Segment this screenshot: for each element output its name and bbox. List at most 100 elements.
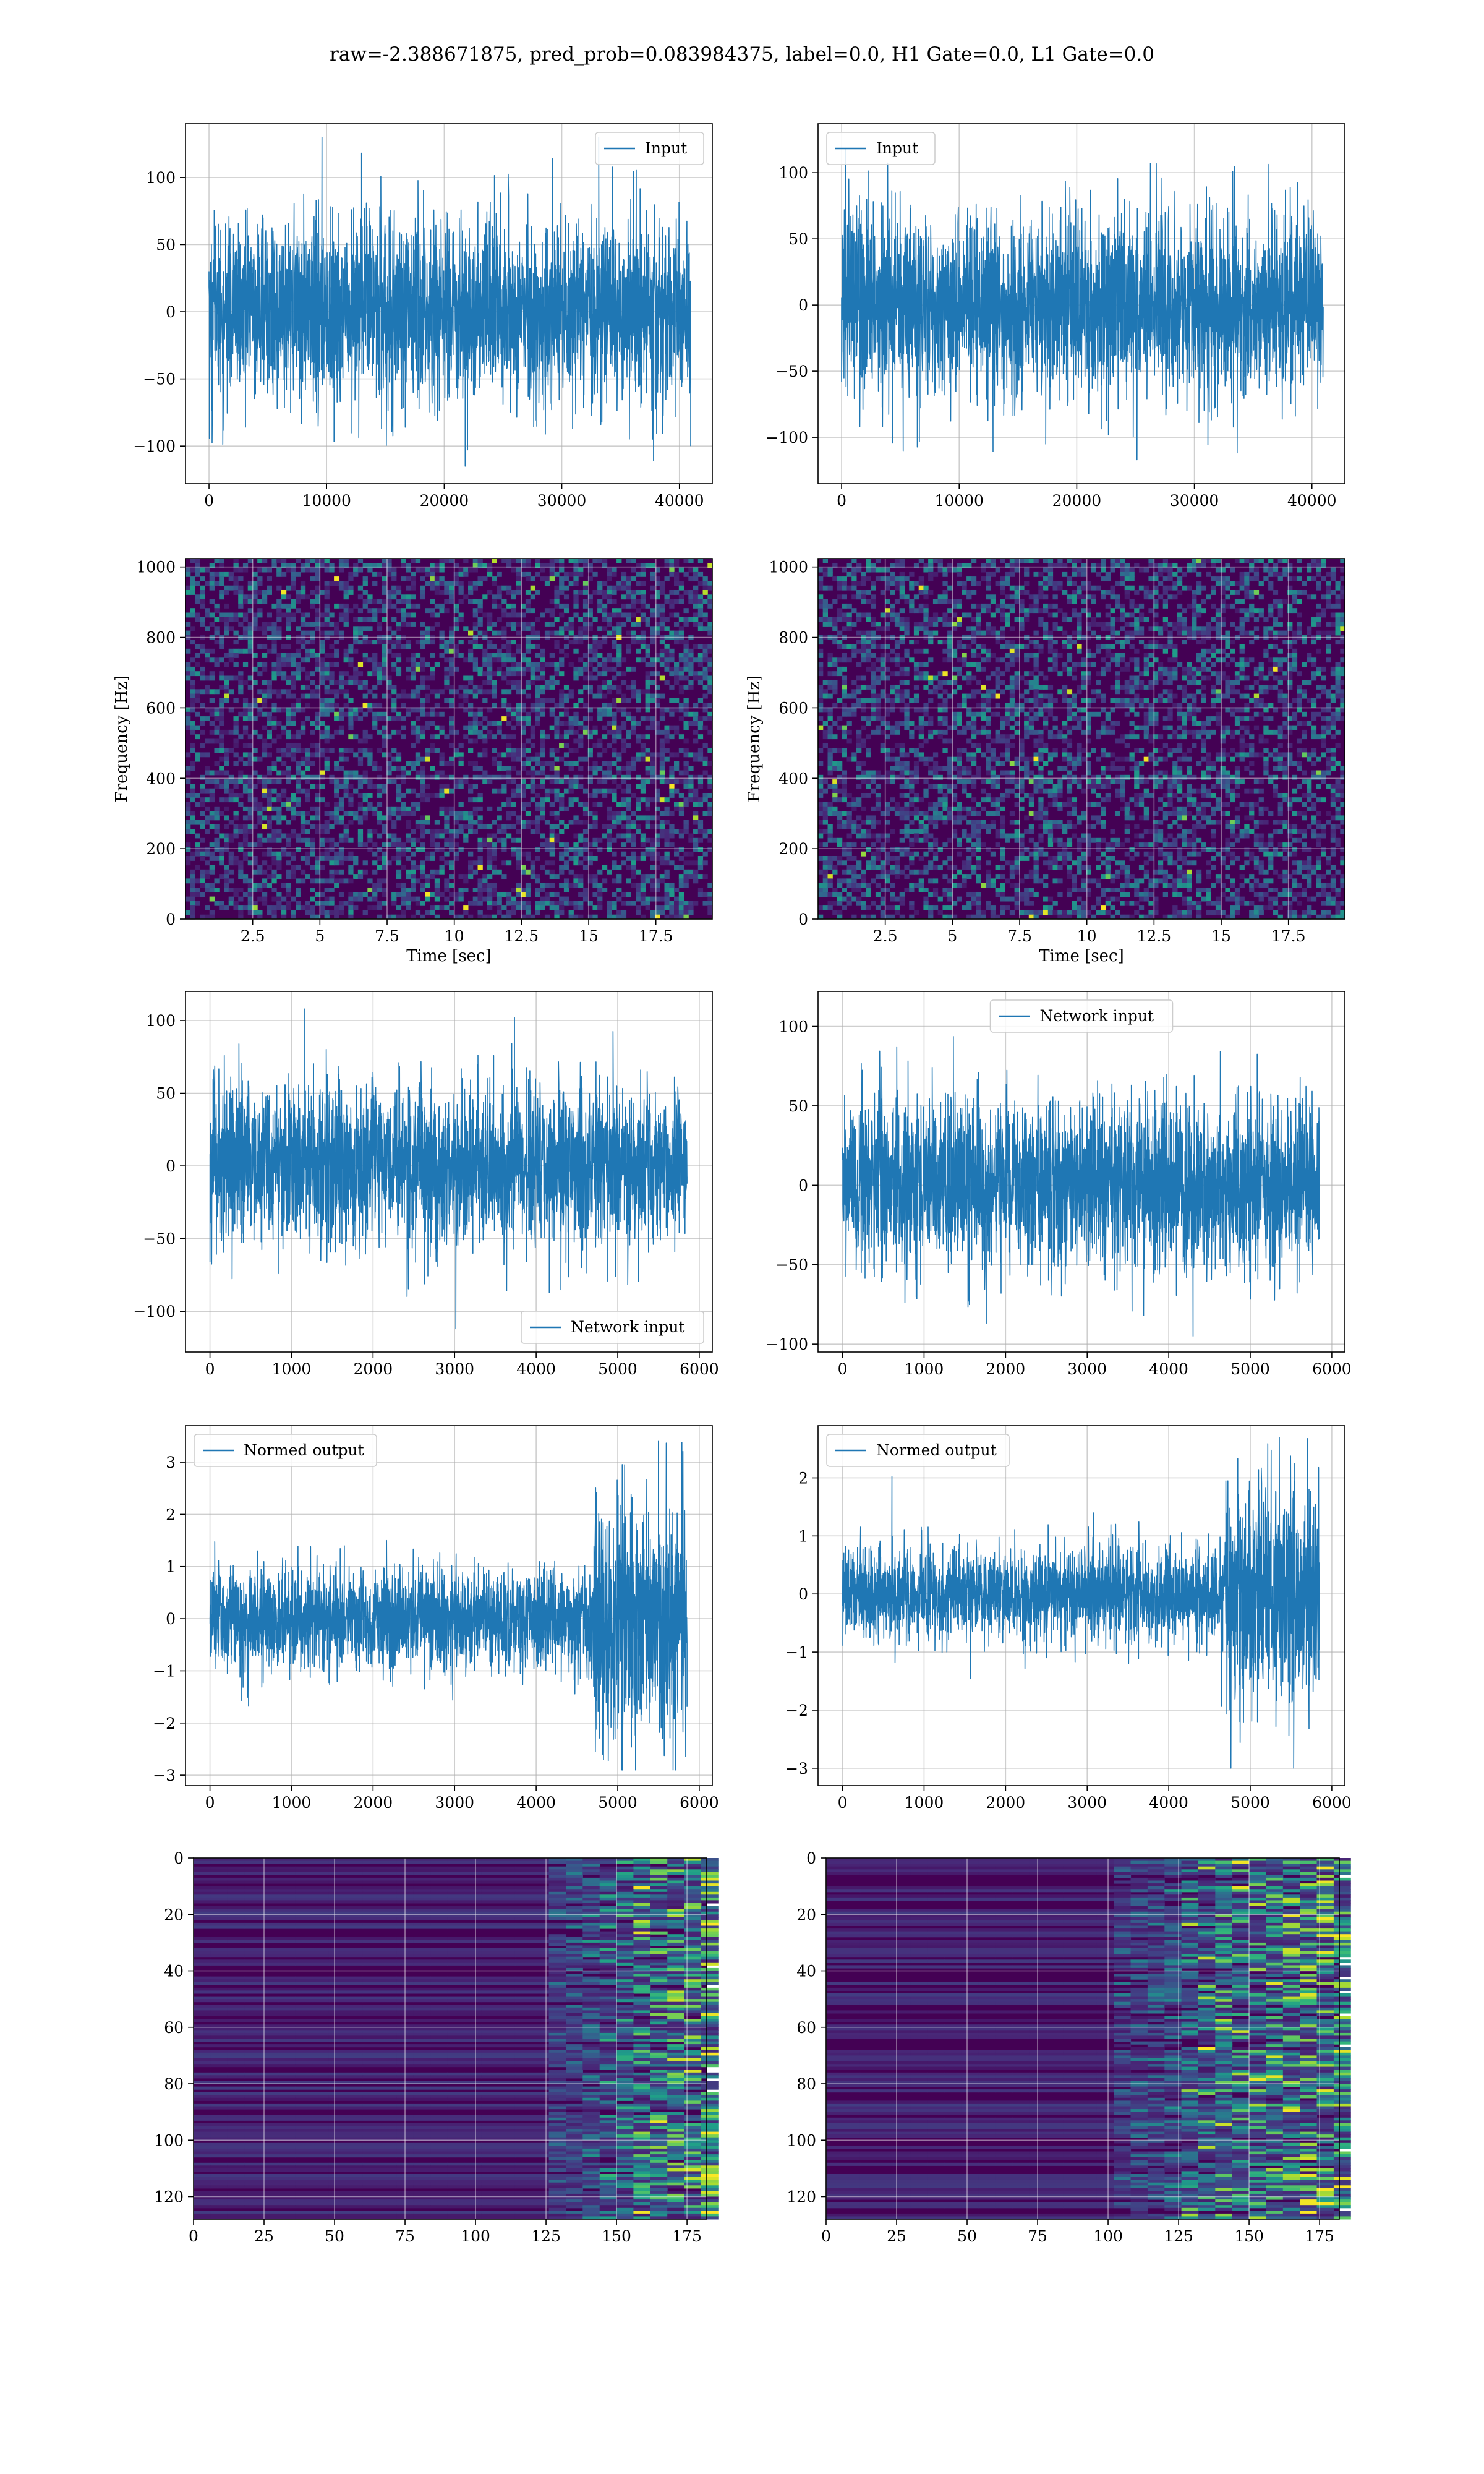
spectrogram-cell	[683, 905, 689, 910]
spectrogram-cell	[636, 896, 641, 902]
spectrogram-cell	[678, 770, 684, 776]
spectrogram-cell	[482, 576, 488, 581]
spectrogram-cell	[678, 599, 684, 604]
spectrogram-cell	[357, 748, 364, 753]
spectrogram-cell	[319, 851, 325, 857]
spectrogram-cell	[472, 608, 478, 614]
spectrogram-cell	[578, 640, 584, 645]
spectrogram-cell	[224, 729, 229, 735]
spectrogram-cell	[674, 581, 680, 586]
spectrogram-cell	[650, 865, 655, 870]
spectrogram-cell	[650, 752, 655, 758]
spectrogram-cell	[300, 811, 306, 816]
spectrogram-cell	[434, 869, 440, 875]
spectrogram-cell	[477, 711, 483, 717]
spectrogram-cell	[382, 640, 387, 645]
spectrogram-cell	[281, 851, 287, 857]
spectrogram-cell	[492, 599, 497, 604]
spectrogram-cell	[362, 685, 368, 690]
spectrogram-cell	[626, 761, 631, 766]
spectrogram-cell	[233, 797, 239, 803]
spectrogram-cell	[315, 594, 320, 600]
spectrogram-cell	[659, 640, 665, 645]
spectrogram-cell	[587, 594, 593, 600]
spectrogram-cell	[382, 888, 387, 892]
spectrogram-cell	[190, 874, 195, 879]
spectrogram-cell	[209, 635, 215, 640]
spectrogram-cell	[396, 793, 402, 798]
spectrogram-cell	[645, 878, 650, 884]
spectrogram-cell	[296, 761, 301, 766]
spectrogram-cell	[477, 865, 483, 870]
spectrogram-cell	[707, 761, 713, 766]
spectrogram-cell	[205, 612, 210, 618]
spectrogram-cell	[439, 711, 445, 717]
spectrogram-cell	[1206, 559, 1211, 563]
spectrogram-cell	[439, 567, 445, 573]
spectrogram-cell	[582, 842, 589, 847]
spectrogram-cell	[271, 603, 277, 609]
spectrogram-cell	[621, 571, 627, 577]
spectrogram-cell	[228, 860, 234, 866]
spectrogram-cell	[506, 622, 512, 627]
x-tick-label: 20000	[420, 492, 469, 510]
spectrogram-cell	[1043, 567, 1049, 573]
spectrogram-cell	[1277, 612, 1283, 618]
spectrogram-cell	[267, 576, 272, 581]
spectrogram-cell	[367, 626, 373, 631]
spectrogram-cell	[846, 585, 852, 591]
spectrogram-cell	[655, 815, 660, 821]
spectrogram-cell	[674, 622, 680, 627]
spectrogram-cell	[626, 820, 631, 825]
spectrogram-cell	[367, 640, 373, 645]
spectrogram-cell	[291, 671, 296, 677]
spectrogram-cell	[587, 563, 593, 568]
spectrogram-cell	[300, 612, 306, 618]
spectrogram-cell	[219, 756, 224, 762]
spectrogram-cell	[406, 869, 411, 875]
spectrogram-cell	[338, 847, 344, 852]
spectrogram-cell	[607, 847, 612, 852]
spectrogram-cell	[1220, 585, 1226, 591]
spectrogram-cell	[482, 648, 488, 654]
spectrogram-cell	[697, 888, 704, 892]
spectrogram-cell	[1335, 585, 1341, 591]
spectrogram-cell	[482, 635, 488, 640]
spectrogram-cell	[631, 793, 636, 798]
spectrogram-cell	[252, 585, 258, 591]
spectrogram-cell	[382, 653, 387, 658]
spectrogram-cell	[487, 563, 493, 568]
spectrogram-cell	[530, 788, 535, 794]
spectrogram-cell	[286, 716, 291, 721]
spectrogram-cell	[554, 756, 560, 762]
spectrogram-cell	[549, 860, 555, 866]
spectrogram-cell	[391, 685, 397, 690]
spectrogram-cell	[425, 721, 430, 726]
spectrogram-cell	[501, 608, 507, 614]
spectrogram-cell	[612, 585, 617, 591]
spectrogram-cell	[535, 815, 540, 821]
spectrogram-cell	[587, 608, 593, 614]
spectrogram-cell	[866, 612, 871, 618]
spectrogram-cell	[851, 608, 857, 614]
spectrogram-cell	[678, 666, 684, 672]
spectrogram-cell	[214, 811, 220, 816]
spectrogram-cell	[492, 685, 497, 690]
spectrogram-cell	[324, 612, 330, 618]
spectrogram-cell	[957, 571, 962, 577]
spectrogram-cell	[353, 811, 359, 816]
spectrogram-cell	[477, 563, 483, 568]
spectrogram-cell	[415, 653, 421, 658]
spectrogram-cell	[190, 590, 195, 595]
spectrogram-cell	[214, 640, 220, 645]
spectrogram-cell	[334, 662, 339, 667]
spectrogram-cell	[411, 806, 416, 811]
spectrogram-cell	[276, 806, 282, 811]
spectrogram-cell	[214, 842, 220, 847]
spectrogram-cell	[482, 738, 488, 744]
spectrogram-cell	[444, 883, 450, 888]
spectrogram-cell	[205, 851, 210, 857]
spectrogram-cell	[655, 793, 660, 798]
spectrogram-cell	[401, 914, 406, 920]
spectrogram-cell	[664, 617, 670, 622]
